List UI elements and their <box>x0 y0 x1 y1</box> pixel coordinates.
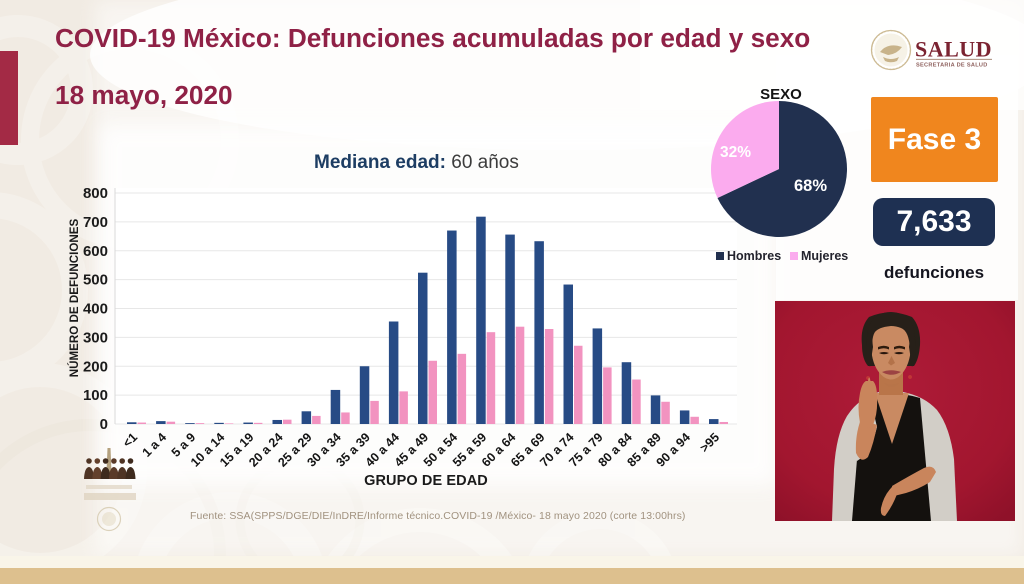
svg-text:800: 800 <box>83 185 108 202</box>
svg-text:400: 400 <box>83 301 108 318</box>
svg-text:100: 100 <box>83 387 108 404</box>
svg-text:SALUD: SALUD <box>915 37 992 62</box>
svg-text:SEXO: SEXO <box>760 86 802 103</box>
svg-text:Mujeres: Mujeres <box>801 249 848 263</box>
svg-text:500: 500 <box>83 272 108 289</box>
svg-text:0: 0 <box>100 416 108 433</box>
svg-text:Hombres: Hombres <box>727 249 781 263</box>
svg-text:600: 600 <box>83 243 108 260</box>
svg-text:300: 300 <box>83 329 108 346</box>
svg-text:68%: 68% <box>794 177 827 195</box>
svg-text:SECRETARIA DE SALUD: SECRETARIA DE SALUD <box>916 62 988 68</box>
svg-text:>95: >95 <box>697 430 722 455</box>
svg-text:200: 200 <box>83 358 108 375</box>
svg-text:700: 700 <box>83 214 108 231</box>
svg-text:32%: 32% <box>720 144 751 161</box>
svg-text:1 a 4: 1 a 4 <box>140 430 170 460</box>
svg-text:NÚMERO DE DEFUNCIONES: NÚMERO DE DEFUNCIONES <box>68 219 81 378</box>
svg-text:GRUPO DE EDAD: GRUPO DE EDAD <box>364 473 488 489</box>
